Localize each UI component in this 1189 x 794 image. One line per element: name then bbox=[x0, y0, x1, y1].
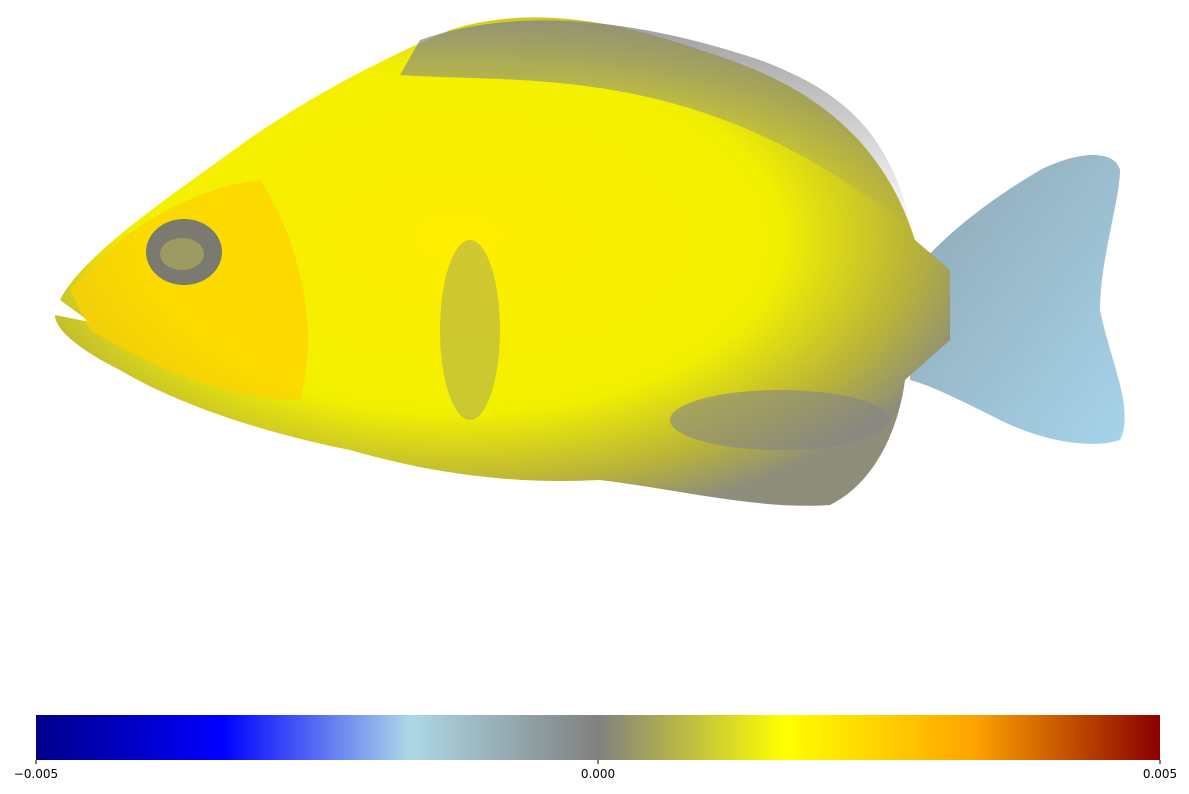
fish-tail bbox=[910, 155, 1125, 444]
fish-head bbox=[70, 180, 308, 400]
fish-back-shade bbox=[400, 20, 912, 230]
tick-label: 0.005 bbox=[1143, 767, 1177, 781]
fish-eye-inner bbox=[160, 238, 204, 270]
tick-label: 0.000 bbox=[581, 767, 615, 781]
fish-band bbox=[440, 240, 500, 420]
fish-image bbox=[55, 17, 1125, 506]
colorbar bbox=[36, 715, 1160, 760]
fish-band bbox=[670, 390, 890, 450]
tick-label: −0.005 bbox=[14, 767, 58, 781]
